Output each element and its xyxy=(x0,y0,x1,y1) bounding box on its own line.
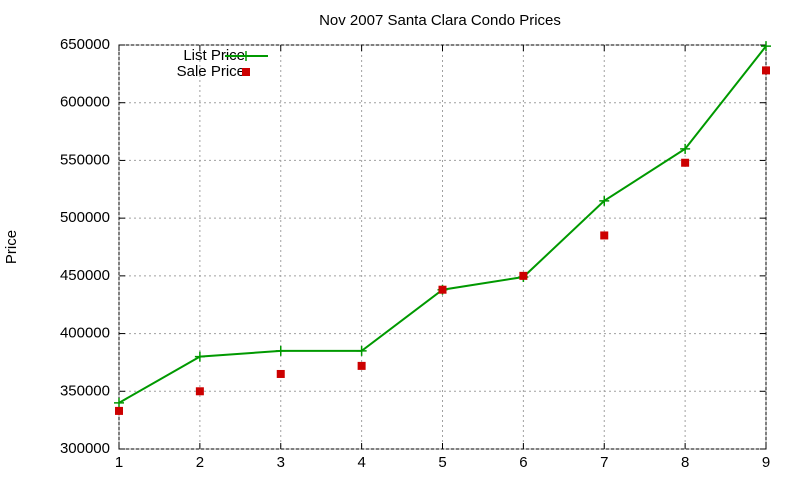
data-point xyxy=(681,158,690,167)
data-point xyxy=(599,195,610,206)
x-tick-label: 2 xyxy=(196,454,204,471)
legend-label: Sale Price xyxy=(177,63,245,80)
legend-swatch xyxy=(242,68,250,76)
data-point xyxy=(194,351,205,362)
data-point xyxy=(114,397,124,408)
legend-swatch xyxy=(241,51,251,61)
data-point xyxy=(357,361,366,370)
legend-label: List Price xyxy=(183,47,245,64)
y-tick-label: 500000 xyxy=(60,209,110,226)
y-axis-label: Price xyxy=(3,230,20,264)
y-tick-label: 350000 xyxy=(60,382,110,399)
data-point xyxy=(438,285,447,294)
data-point xyxy=(195,387,204,396)
data-point xyxy=(519,271,528,280)
y-tick-label: 300000 xyxy=(60,440,110,457)
data-point xyxy=(356,345,367,356)
x-tick-label: 5 xyxy=(438,454,446,471)
data-point xyxy=(275,345,286,356)
series-line xyxy=(118,45,767,404)
chart-title: Nov 2007 Santa Clara Condo Prices xyxy=(319,12,561,29)
x-tick-label: 7 xyxy=(600,454,608,471)
y-tick-label: 400000 xyxy=(60,325,110,342)
data-point xyxy=(761,41,771,52)
x-tick-label: 9 xyxy=(762,454,770,471)
data-point xyxy=(276,369,285,378)
x-tick-label: 3 xyxy=(277,454,285,471)
data-point xyxy=(600,231,609,240)
x-tick-label: 4 xyxy=(357,454,365,471)
y-tick-label: 650000 xyxy=(60,36,110,53)
y-tick-label: 450000 xyxy=(60,267,110,284)
data-point xyxy=(115,406,123,415)
x-tick-label: 8 xyxy=(681,454,689,471)
y-tick-label: 550000 xyxy=(60,151,110,168)
x-tick-label: 6 xyxy=(519,454,527,471)
data-point xyxy=(762,66,770,75)
data-point xyxy=(680,143,691,154)
y-tick-label: 600000 xyxy=(60,94,110,111)
x-tick-label: 1 xyxy=(115,454,123,471)
